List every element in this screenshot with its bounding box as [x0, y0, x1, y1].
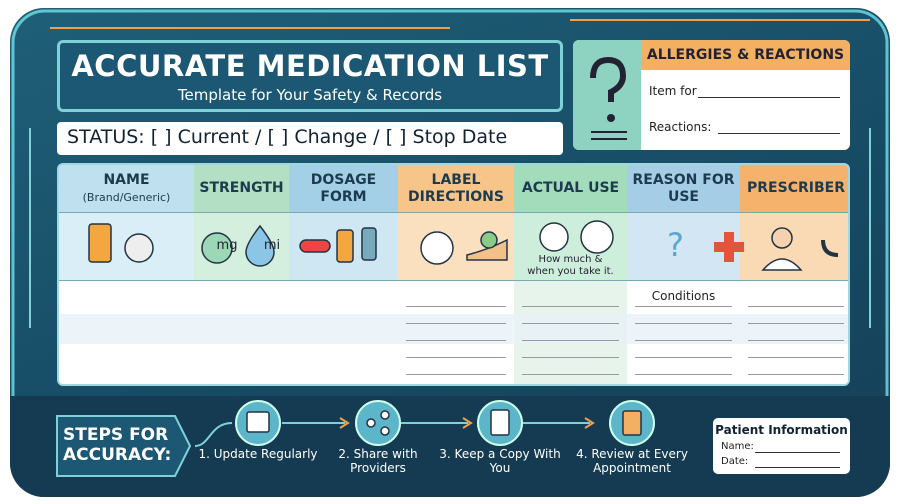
- icon-label: mg: [216, 238, 238, 253]
- column-title: LABEL DIRECTIONS: [408, 171, 504, 205]
- write-line: [748, 323, 844, 324]
- cell-text: Conditions: [651, 289, 716, 303]
- patient-title: Patient Information: [715, 423, 848, 437]
- write-line: [635, 306, 732, 307]
- step-label: 4. Review at Every Appointment: [576, 447, 688, 475]
- allergies-title: ALLERGIES & REACTIONS: [641, 40, 850, 70]
- column-title: STRENGTH: [199, 180, 284, 196]
- stripe: [740, 314, 848, 344]
- write-line: [748, 357, 844, 358]
- card: ACCURATE MEDICATION LIST Template for Yo…: [10, 8, 890, 497]
- write-line: [755, 467, 840, 468]
- write-line: [748, 374, 844, 375]
- column-title: DOSAGE FORM: [310, 171, 377, 205]
- column-title: REASON FOR USE: [632, 171, 735, 205]
- column-header: STRENGTH: [194, 165, 290, 212]
- field-label: Name:: [721, 441, 754, 452]
- write-line: [406, 374, 506, 375]
- column-title: NAME: [103, 171, 150, 188]
- patient-info: Patient Information Name: Date:: [713, 418, 850, 474]
- subtitle: Template for Your Safety & Records: [177, 86, 443, 104]
- write-line: [718, 133, 840, 134]
- question-icon: [590, 56, 627, 140]
- step-label: 3. Keep a Copy With You: [439, 447, 561, 475]
- write-line: [522, 306, 619, 307]
- icon-label: mi: [263, 238, 281, 253]
- svg-text:?: ?: [667, 226, 684, 264]
- body-cell: [289, 280, 399, 384]
- column-title: PRESCRIBER: [747, 180, 845, 196]
- write-line: [406, 306, 506, 307]
- stripe: [398, 314, 514, 344]
- write-line: [522, 357, 619, 358]
- column-note: How much & when you take it.: [527, 254, 614, 277]
- column-subtitle: (Brand/Generic): [82, 190, 171, 204]
- medication-table: NAME (Brand/Generic) STRENGTH mg mi DOSAGE FO…: [57, 163, 850, 386]
- field-label: Reactions:: [649, 120, 712, 134]
- write-line: [635, 357, 732, 358]
- write-line: [406, 323, 506, 324]
- step-label: 1. Update Regularly: [198, 447, 318, 461]
- write-line: [635, 374, 732, 375]
- write-line: [698, 97, 840, 98]
- stripe: [514, 314, 627, 344]
- column-header: PRESCRIBER: [740, 165, 848, 212]
- step-label: 2. Share with Providers: [338, 447, 418, 475]
- stripe: [59, 314, 194, 344]
- column-header: ACTUAL USE: [514, 165, 628, 212]
- steps-title: STEPS FOR ACCURACY:: [63, 425, 172, 465]
- body-cell: [398, 280, 515, 384]
- write-line: [406, 357, 506, 358]
- field-label: Date:: [721, 456, 749, 467]
- write-line: [522, 340, 619, 341]
- stripe: [194, 314, 289, 344]
- status-bar: STATUS: [ ] Current / [ ] Change / [ ] S…: [57, 122, 563, 155]
- stripe: [627, 314, 740, 344]
- column-title: ACTUAL USE: [521, 180, 620, 196]
- title: ACCURATE MEDICATION LIST: [71, 49, 549, 83]
- body-cell: Conditions: [627, 280, 741, 384]
- field-label: Item for: [649, 84, 697, 98]
- write-line: [522, 323, 619, 324]
- write-line: [522, 374, 619, 375]
- write-line: [755, 452, 840, 453]
- write-line: [748, 306, 844, 307]
- header: ACCURATE MEDICATION LIST Template for Yo…: [57, 40, 563, 112]
- body-cell: [59, 280, 195, 384]
- write-line: [635, 323, 732, 324]
- write-line: [748, 340, 844, 341]
- stripe: [289, 314, 398, 344]
- allergies-panel: ALLERGIES & REACTIONS Item for Reactions:: [573, 40, 850, 150]
- body-cell: [194, 280, 290, 384]
- body-cell: [514, 280, 628, 384]
- write-line: [635, 340, 732, 341]
- body-cell: [740, 280, 848, 384]
- column-header: DOSAGE FORM: [289, 165, 399, 212]
- column-header: LABEL DIRECTIONS: [398, 165, 515, 212]
- column-header: NAME (Brand/Generic): [59, 165, 195, 212]
- write-line: [406, 340, 506, 341]
- column-header: REASON FOR USE: [627, 165, 741, 212]
- column-icons: ?: [88, 220, 839, 271]
